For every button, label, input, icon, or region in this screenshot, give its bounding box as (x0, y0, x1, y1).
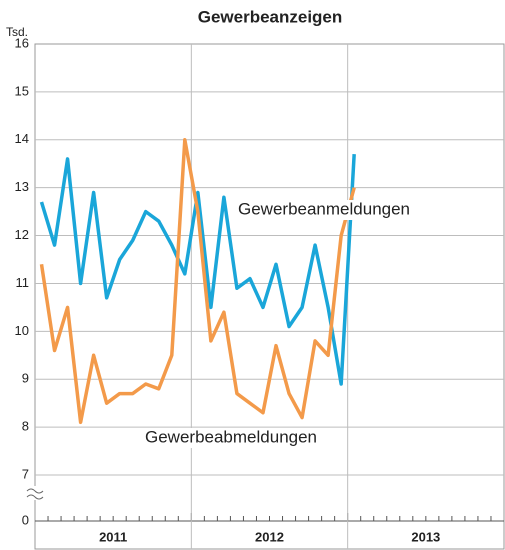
series-label: Gewerbeabmeldungen (145, 427, 317, 446)
y-tick-label: 16 (15, 35, 29, 50)
y-tick-label: 7 (22, 466, 29, 481)
year-label: 2013 (411, 529, 440, 544)
y-tick-label: 11 (16, 275, 30, 290)
chart-title: Gewerbeanzeigen (198, 7, 343, 26)
series-label: Gewerbeanmeldungen (238, 199, 410, 218)
year-label: 2012 (255, 529, 284, 544)
label-bg (235, 200, 401, 220)
series-line (39, 138, 356, 425)
y-tick-label: 12 (15, 227, 29, 242)
y-tick-label: 9 (22, 371, 29, 386)
y-tick-label: 14 (15, 131, 29, 146)
y-tick-label: 10 (15, 323, 29, 338)
y-tick-label: 0 (22, 512, 29, 527)
axis-break (26, 488, 44, 500)
label-bg (142, 428, 308, 448)
plot-frame (34, 43, 505, 550)
y-unit: Tsd. (6, 25, 28, 39)
y-tick-label: 8 (22, 419, 29, 434)
series-line (39, 154, 356, 386)
y-tick-label: 15 (15, 83, 29, 98)
y-tick-label: 13 (15, 179, 29, 194)
year-label: 2011 (99, 529, 127, 544)
